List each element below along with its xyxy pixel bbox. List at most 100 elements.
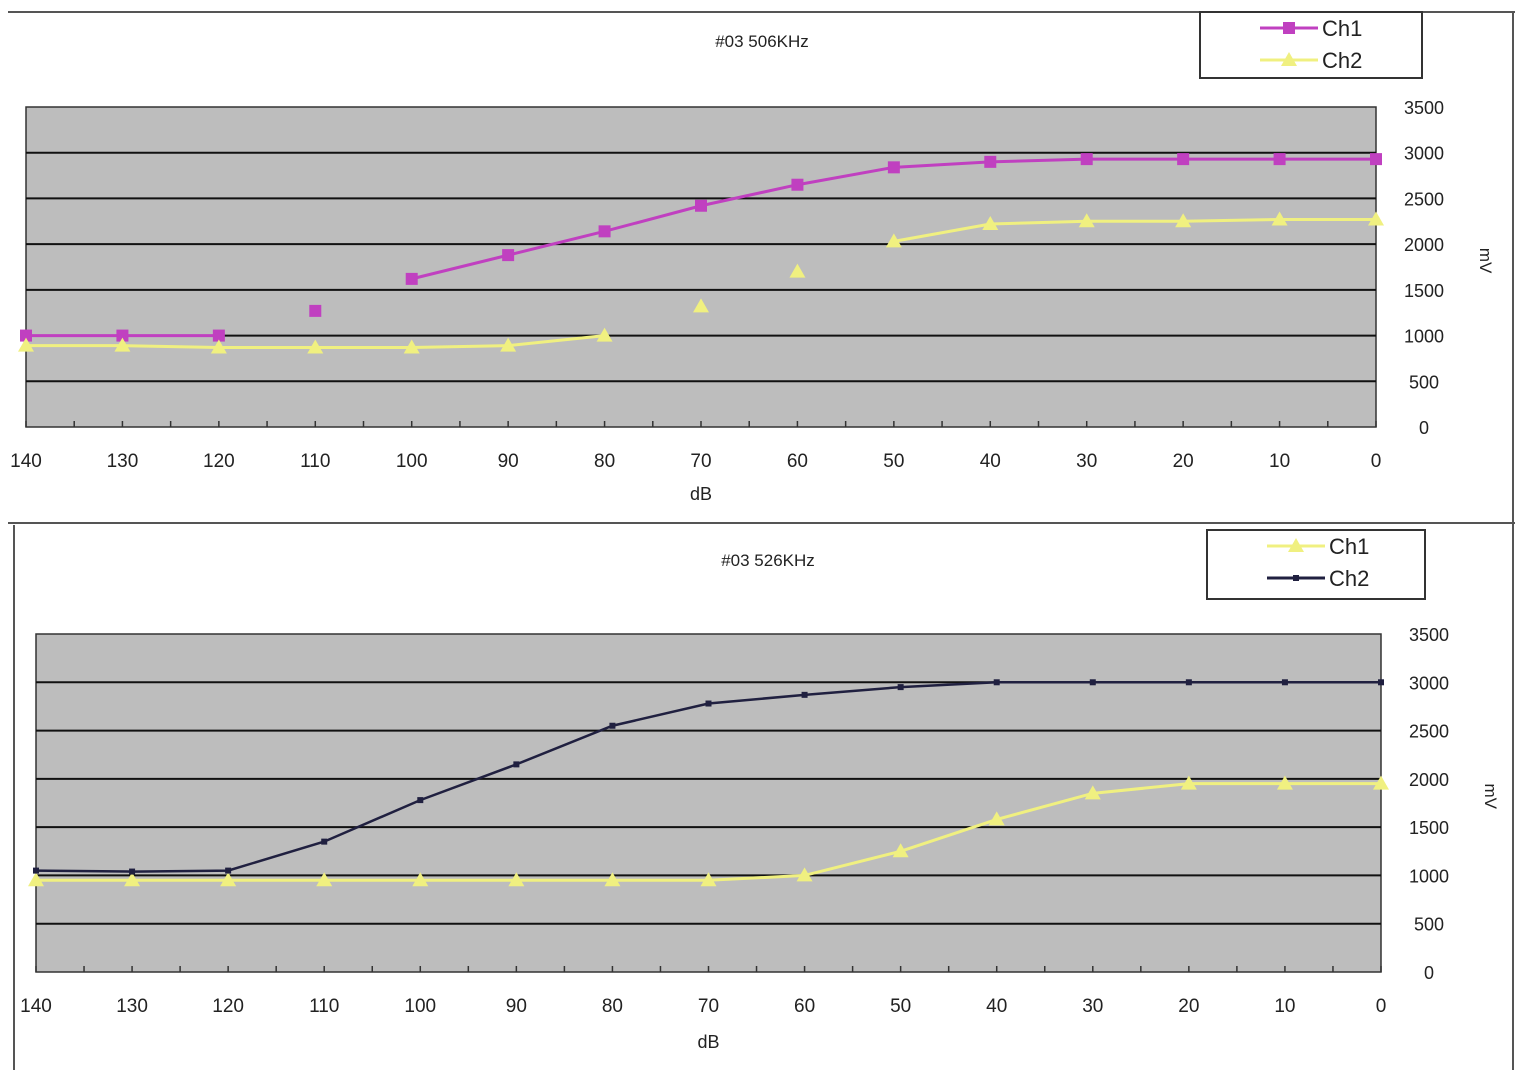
x-tick-label-c0: 120: [203, 451, 235, 472]
data-point-c0: [885, 233, 902, 248]
data-point-c1: [801, 691, 808, 698]
x-tick-label-c1: 70: [698, 996, 719, 1017]
data-point-c0: [307, 339, 324, 354]
y-axis-label-c0: mV: [1476, 248, 1495, 274]
data-point-c0: [982, 216, 999, 231]
y-tick-label-c0: 1500: [1404, 281, 1444, 301]
x-tick-label-c0: 50: [883, 451, 904, 472]
data-point-c0: [20, 329, 32, 342]
x-tick-label-c1: 60: [794, 996, 815, 1017]
data-point-c1: [513, 761, 520, 768]
data-point-c1: [225, 867, 232, 874]
data-point-c1: [1180, 775, 1197, 790]
series-ch2-c1: [33, 679, 1384, 875]
y-tick-label-c1: 2500: [1409, 722, 1449, 742]
data-point-c0: [1273, 153, 1286, 166]
x-tick-label-c0: 60: [787, 451, 808, 472]
y-tick-label-c1: 0: [1424, 963, 1434, 983]
data-point-c1: [993, 679, 1000, 686]
data-point-c1: [1373, 775, 1389, 790]
x-tick-label-c1: 30: [1082, 996, 1103, 1017]
data-point-c1: [604, 872, 621, 887]
x-tick-label-c1: 140: [20, 996, 52, 1017]
x-axis-label-c0: dB: [690, 484, 712, 504]
series-line-c0: [893, 217, 1376, 243]
x-tick-label-c0: 140: [10, 451, 42, 472]
x-tick-label-c1: 120: [212, 996, 244, 1017]
data-point-c1: [897, 684, 904, 691]
y-tick-label-c0: 0: [1419, 418, 1429, 438]
data-point-c0: [212, 329, 225, 342]
data-point-c0: [1078, 213, 1095, 228]
data-point-c0: [887, 161, 900, 174]
data-point-c1: [1281, 679, 1288, 686]
plot-area-c0: [25, 106, 1377, 428]
legend-marker-c1: [1288, 538, 1304, 552]
x-tick-label-c1: 20: [1178, 996, 1199, 1017]
y-tick-label-c0: 500: [1409, 372, 1439, 392]
data-point-c1: [1084, 785, 1101, 800]
data-point-c1: [508, 872, 525, 887]
data-point-c0: [210, 339, 227, 354]
y-tick-label-c0: 3500: [1404, 98, 1444, 118]
y-tick-label-c1: 2000: [1409, 770, 1449, 790]
chart-title-c0: #03 506KHz: [715, 32, 809, 51]
y-tick-label-c1: 500: [1414, 915, 1444, 935]
x-tick-label-c1: 130: [116, 996, 148, 1017]
data-point-c0: [1370, 153, 1382, 166]
data-point-c1: [892, 843, 909, 858]
legend-label-c0: Ch1: [1322, 16, 1362, 41]
x-tick-label-c0: 40: [980, 451, 1001, 472]
data-point-c1: [609, 722, 616, 729]
y-tick-label-c1: 3500: [1409, 625, 1449, 645]
x-tick-label-c0: 100: [396, 451, 428, 472]
data-point-c0: [693, 298, 709, 313]
data-point-c0: [309, 304, 322, 317]
legend-label-c0: Ch2: [1322, 48, 1362, 73]
x-tick-label-c0: 80: [594, 451, 615, 472]
x-tick-label-c0: 10: [1269, 451, 1290, 472]
data-point-c0: [405, 272, 418, 285]
legend-label-c1: Ch2: [1329, 566, 1369, 591]
y-tick-label-c0: 2500: [1404, 189, 1444, 209]
data-point-c1: [1185, 679, 1192, 686]
legend-marker-c1: [1293, 575, 1299, 581]
x-tick-label-c0: 70: [690, 451, 711, 472]
legend-marker-c0: [1281, 52, 1297, 66]
data-point-c1: [705, 700, 712, 707]
legend-marker-c0: [1283, 22, 1295, 34]
y-tick-label-c0: 2000: [1404, 235, 1444, 255]
y-tick-label-c0: 3000: [1404, 144, 1444, 164]
x-axis-label-c1: dB: [697, 1032, 719, 1052]
data-point-c0: [500, 337, 517, 352]
data-point-c0: [403, 339, 420, 354]
series-ch1-c0: [20, 153, 1382, 342]
legend-box-c1: [1206, 529, 1426, 600]
data-point-c1: [1089, 679, 1096, 686]
series-ch1-c1: [28, 775, 1389, 887]
x-tick-label-c0: 110: [300, 451, 330, 472]
data-point-c0: [598, 225, 611, 238]
data-point-c0: [1368, 211, 1384, 226]
data-point-c1: [796, 867, 813, 882]
y-axis-label-c1: mV: [1481, 783, 1500, 809]
y-tick-label-c1: 3000: [1409, 673, 1449, 693]
legend-box-c0: [1199, 11, 1423, 79]
data-point-c1: [700, 872, 717, 887]
x-tick-label-c0: 0: [1371, 451, 1382, 472]
data-point-c0: [695, 199, 707, 212]
x-tick-label-c0: 30: [1076, 451, 1097, 472]
data-point-c1: [1276, 775, 1293, 790]
data-point-c1: [1378, 679, 1384, 686]
data-point-c1: [417, 797, 424, 804]
data-point-c0: [502, 249, 515, 262]
data-point-c1: [220, 872, 237, 887]
y-tick-label-c1: 1000: [1409, 866, 1449, 886]
x-tick-label-c1: 90: [506, 996, 527, 1017]
x-tick-label-c0: 130: [107, 451, 139, 472]
data-point-c0: [596, 327, 613, 342]
data-point-c0: [1175, 213, 1192, 228]
